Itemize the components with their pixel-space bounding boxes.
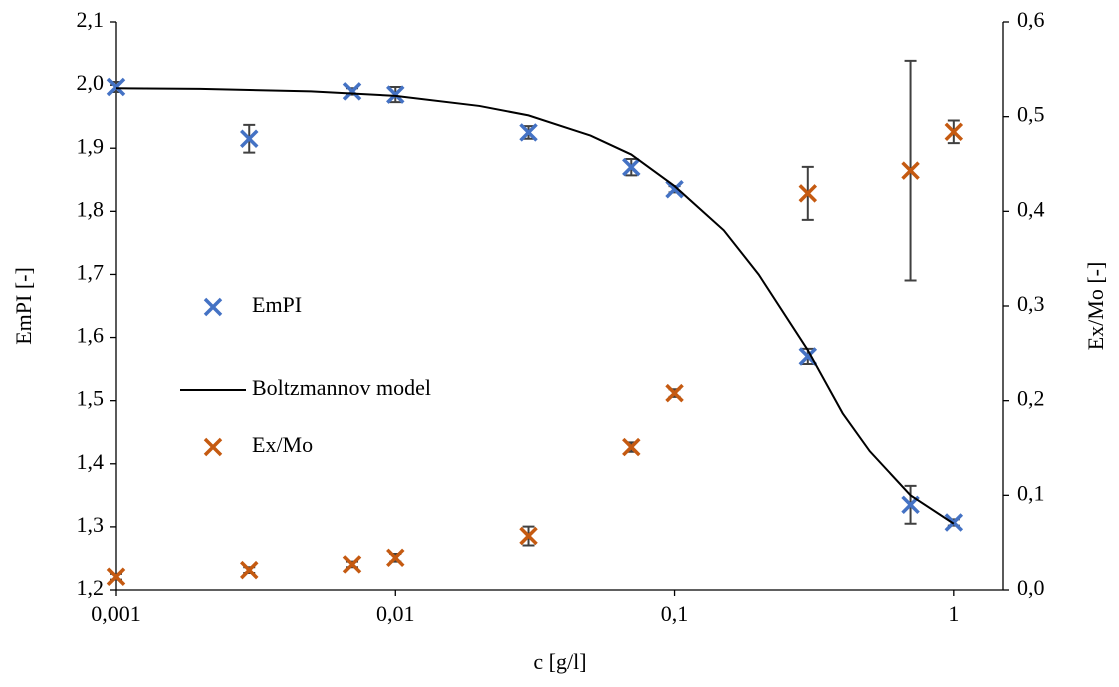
marker	[342, 555, 362, 574]
y-tick-label: 1,9	[77, 133, 105, 158]
y-tick-label: 1,5	[77, 386, 105, 411]
marker	[798, 184, 818, 203]
y2-tick-label: 0,4	[1017, 196, 1045, 221]
marker	[519, 123, 538, 142]
marker	[106, 567, 126, 586]
x-axis-title: c [g/l]	[533, 649, 586, 674]
marker	[622, 157, 641, 177]
y-tick-label: 1,7	[77, 259, 105, 284]
y-tick-label: 1,3	[77, 512, 105, 537]
legend-swatch	[203, 437, 223, 457]
x-tick-label: 0,001	[91, 601, 141, 626]
marker	[944, 122, 964, 142]
y2-axis-title: Ex/Mo [-]	[1083, 262, 1108, 351]
y-axis-title: EmPI [-]	[11, 267, 36, 345]
model-line	[115, 87, 955, 525]
x-tick-label: 0,01	[376, 601, 415, 626]
legend-label: Ex/Mo	[252, 432, 313, 457]
y2-tick-label: 0,0	[1017, 575, 1045, 600]
legend-swatch	[203, 297, 223, 317]
y-tick-label: 2,1	[77, 7, 105, 32]
y-tick-label: 2,0	[77, 70, 105, 95]
y-tick-label: 1,4	[77, 449, 105, 474]
legend-label: EmPI	[252, 292, 302, 317]
y2-tick-label: 0,1	[1017, 480, 1045, 505]
legend-label: Boltzmannov model	[252, 375, 431, 400]
y2-tick-label: 0,3	[1017, 291, 1045, 316]
marker	[386, 548, 405, 568]
marker	[240, 129, 259, 148]
y2-tick-label: 0,6	[1017, 7, 1045, 32]
y2-tick-label: 0,5	[1017, 102, 1045, 127]
y2-tick-label: 0,2	[1017, 386, 1045, 411]
y-tick-label: 1,6	[77, 323, 105, 348]
marker	[944, 513, 964, 532]
marker	[240, 560, 259, 580]
y-tick-label: 1,8	[77, 196, 105, 221]
marker	[342, 82, 362, 101]
marker	[622, 437, 641, 457]
marker	[519, 526, 538, 546]
x-tick-label: 0,1	[661, 601, 689, 626]
x-tick-label: 1	[948, 601, 959, 626]
marker	[901, 161, 920, 180]
marker	[665, 180, 684, 199]
marker	[386, 85, 405, 104]
y-tick-label: 1,2	[77, 575, 105, 600]
marker	[106, 77, 126, 97]
marker	[665, 383, 684, 403]
